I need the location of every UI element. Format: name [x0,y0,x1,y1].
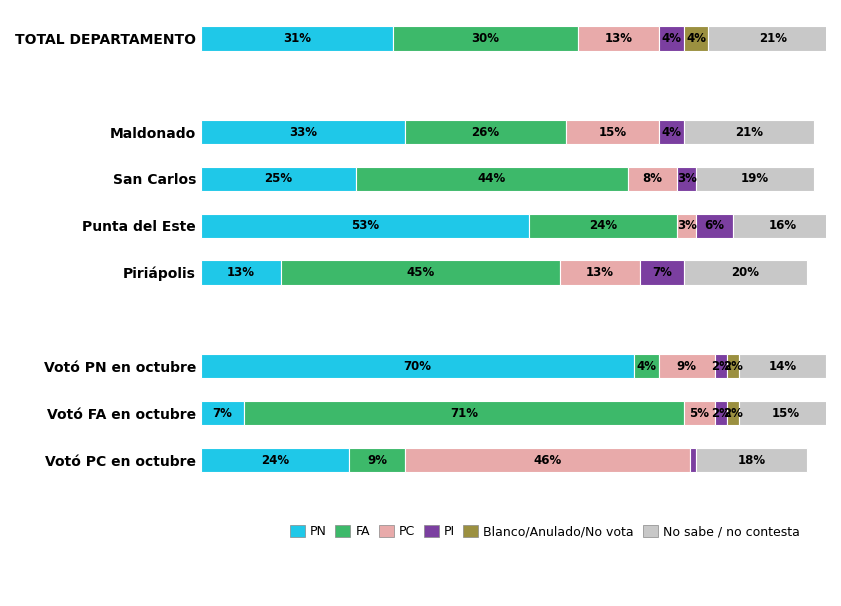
Text: 44%: 44% [478,173,506,185]
Text: 7%: 7% [652,266,672,279]
Text: 7%: 7% [213,407,232,420]
Text: 33%: 33% [289,125,317,139]
Bar [405,448,690,472]
Text: 71%: 71% [450,407,478,420]
Text: 15%: 15% [599,125,627,139]
Bar [201,26,393,50]
Bar [684,120,813,144]
Bar [201,448,349,472]
Text: 24%: 24% [261,453,289,467]
Bar [684,261,807,285]
Bar [715,401,727,425]
Bar [678,167,696,191]
Text: 2%: 2% [723,407,743,420]
Bar [201,354,634,379]
Bar [696,448,807,472]
Bar [356,167,628,191]
Bar [201,167,356,191]
Bar [690,448,696,472]
Bar [640,261,684,285]
Text: 9%: 9% [677,360,696,373]
Text: 4%: 4% [637,360,657,373]
Text: 13%: 13% [586,266,614,279]
Text: 19%: 19% [741,173,769,185]
Bar [696,167,813,191]
Bar [659,26,684,50]
Bar [579,26,659,50]
Text: 24%: 24% [589,219,617,232]
Bar [201,213,529,238]
Bar [628,167,678,191]
Bar [201,261,282,285]
Text: 2%: 2% [723,360,743,373]
Text: 45%: 45% [406,266,435,279]
Bar [727,354,739,379]
Bar [201,401,244,425]
Bar [708,26,838,50]
Text: 53%: 53% [351,219,379,232]
Bar [529,213,678,238]
Text: 18%: 18% [738,453,766,467]
Bar [566,120,659,144]
Text: 46%: 46% [533,453,562,467]
Text: 26%: 26% [472,125,500,139]
Text: 4%: 4% [686,32,706,45]
Text: 25%: 25% [264,173,293,185]
Bar [405,120,566,144]
Text: 4%: 4% [661,125,681,139]
Text: 16%: 16% [769,219,796,232]
Bar [282,261,560,285]
Bar [678,213,696,238]
Bar [684,401,715,425]
Bar [727,401,739,425]
Bar [201,120,405,144]
Bar [560,261,640,285]
Text: 8%: 8% [643,173,663,185]
Text: 20%: 20% [732,266,759,279]
Text: 5%: 5% [689,407,709,420]
Bar [739,354,826,379]
Text: 4%: 4% [661,32,681,45]
Bar [715,354,727,379]
Bar [634,354,659,379]
Text: 30%: 30% [472,32,500,45]
Bar [349,448,405,472]
Bar [393,26,579,50]
Text: 70%: 70% [404,360,431,373]
Text: 13%: 13% [227,266,255,279]
Text: 14%: 14% [769,360,796,373]
Text: 3%: 3% [677,219,696,232]
Bar [696,213,733,238]
Text: 21%: 21% [735,125,763,139]
Text: 15%: 15% [772,407,800,420]
Text: 2%: 2% [711,360,731,373]
Text: 31%: 31% [283,32,311,45]
Text: 2%: 2% [711,407,731,420]
Legend: PN, FA, PC, PI, Blanco/Anulado/No vota, No sabe / no contesta: PN, FA, PC, PI, Blanco/Anulado/No vota, … [285,521,805,544]
Bar [684,26,708,50]
Text: 21%: 21% [759,32,787,45]
Text: 9%: 9% [368,453,387,467]
Text: 3%: 3% [677,173,696,185]
Bar [733,213,833,238]
Bar [739,401,833,425]
Text: 6%: 6% [705,219,725,232]
Text: 13%: 13% [605,32,632,45]
Bar [659,354,715,379]
Bar [244,401,684,425]
Bar [659,120,684,144]
